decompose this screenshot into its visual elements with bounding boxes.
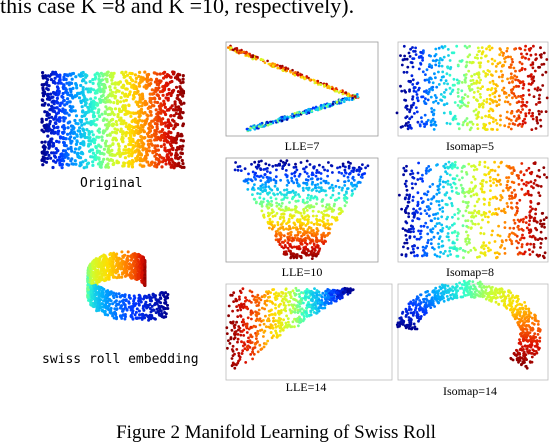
panel-frame-isomap8 bbox=[397, 157, 549, 263]
figure-panels bbox=[40, 41, 549, 381]
lle14-caption: LLE=14 bbox=[285, 380, 327, 394]
panel-frame-lle14 bbox=[225, 283, 393, 381]
figure-caption: Figure 2 Manifold Learning of Swiss Roll bbox=[116, 422, 436, 443]
isomap14-caption: Isomap=14 bbox=[442, 384, 498, 398]
swiss-roll-caption: swiss roll embedding bbox=[42, 352, 199, 367]
original-caption: Original bbox=[80, 176, 143, 191]
lle10-caption: LLE=10 bbox=[281, 265, 323, 279]
isomap5-caption: Isomap=5 bbox=[445, 139, 495, 153]
panel-frame-isomap5 bbox=[397, 41, 549, 137]
isomap8-caption: Isomap=8 bbox=[445, 265, 495, 279]
lle7-caption: LLE=7 bbox=[284, 139, 320, 153]
panel-frame-lle7 bbox=[225, 41, 379, 137]
panel-frame-isomap14 bbox=[397, 283, 549, 381]
panel-frame-lle10 bbox=[225, 157, 379, 263]
body-text-line: this case K =8 and K =10, respectively). bbox=[0, 0, 355, 18]
